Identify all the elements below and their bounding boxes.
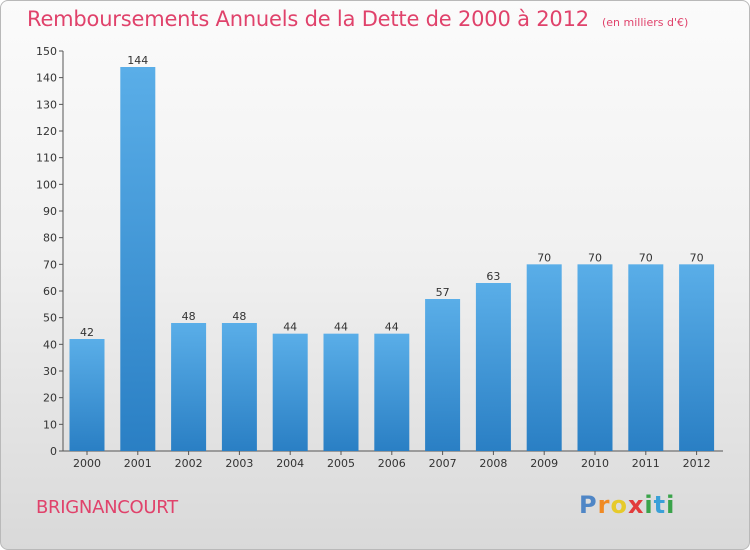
x-tick-label: 2008 (479, 457, 507, 470)
bar (475, 283, 511, 451)
bar (628, 264, 664, 451)
y-tick-label: 110 (36, 152, 57, 165)
y-tick-label: 70 (43, 258, 57, 271)
logo-letter: t (653, 491, 667, 519)
bar-value-label: 44 (334, 321, 348, 334)
bar-value-label: 63 (486, 270, 500, 283)
logo-letter: o (610, 491, 628, 519)
x-tick-label: 2000 (73, 457, 101, 470)
x-tick-label: 2007 (429, 457, 457, 470)
town-name: BRIGNANCOURT (36, 497, 178, 518)
x-tick-label: 2005 (327, 457, 355, 470)
y-tick-label: 140 (36, 72, 57, 85)
bar (171, 323, 207, 451)
y-tick-label: 130 (36, 98, 57, 111)
title-row: Remboursements Annuels de la Dette de 20… (27, 7, 688, 31)
bar-value-label: 57 (436, 286, 450, 299)
bar (323, 333, 359, 451)
bar-value-labels: 42 144 48 48 44 44 44 57 63 70 70 70 70 (80, 54, 704, 339)
chart-title: Remboursements Annuels de la Dette de 20… (27, 7, 589, 31)
y-tick-label: 120 (36, 125, 57, 138)
x-tick-label: 2001 (124, 457, 152, 470)
bar (577, 264, 613, 451)
bar (69, 339, 105, 451)
proxiti-logo: Proxiti (579, 491, 675, 519)
x-tick-label: 2009 (530, 457, 558, 470)
bar-value-label: 70 (690, 251, 704, 264)
y-tick-label: 150 (36, 45, 57, 58)
bar (526, 264, 562, 451)
bar (679, 264, 715, 451)
x-tick-label: 2010 (581, 457, 609, 470)
bar (221, 323, 257, 451)
bar (272, 333, 308, 451)
y-tick-label: 20 (43, 392, 57, 405)
bar (425, 299, 461, 451)
bars (69, 67, 715, 451)
bar-value-label: 48 (232, 310, 246, 323)
y-tick-label: 80 (43, 232, 57, 245)
y-tick-label: 30 (43, 365, 57, 378)
y-tick-label: 60 (43, 285, 57, 298)
logo-letter: i (644, 491, 654, 519)
bar-value-label: 70 (639, 251, 653, 264)
bar-value-label: 44 (283, 321, 297, 334)
y-tick-label: 0 (50, 445, 57, 458)
x-tick-label: 2004 (276, 457, 304, 470)
x-tick-label: 2012 (683, 457, 711, 470)
x-tick-label: 2003 (225, 457, 253, 470)
unit-note: (en milliers d'€) (602, 16, 689, 29)
y-tick-label: 10 (43, 418, 57, 431)
bar-value-label: 42 (80, 326, 94, 339)
logo-letter: i (666, 491, 676, 519)
bar-value-label: 70 (588, 251, 602, 264)
logo-letter: r (597, 491, 611, 519)
logo-letter: P (579, 491, 598, 519)
x-tick-label: 2011 (632, 457, 660, 470)
bar-value-label: 70 (537, 251, 551, 264)
x-tick-label: 2006 (378, 457, 406, 470)
bar-value-label: 48 (182, 310, 196, 323)
x-tick-label: 2002 (175, 457, 203, 470)
y-tick-label: 40 (43, 338, 57, 351)
y-tick-label: 90 (43, 205, 57, 218)
bar (374, 333, 410, 451)
bar-value-label: 44 (385, 321, 399, 334)
y-tick-label: 100 (36, 178, 57, 191)
axes: 0 10 20 30 40 50 60 70 80 90 100 110 120 130 140 150 200… (36, 45, 723, 470)
logo-letter: x (627, 491, 645, 519)
y-tick-label: 50 (43, 312, 57, 325)
bar-value-label: 144 (127, 54, 148, 67)
bar (120, 67, 156, 451)
